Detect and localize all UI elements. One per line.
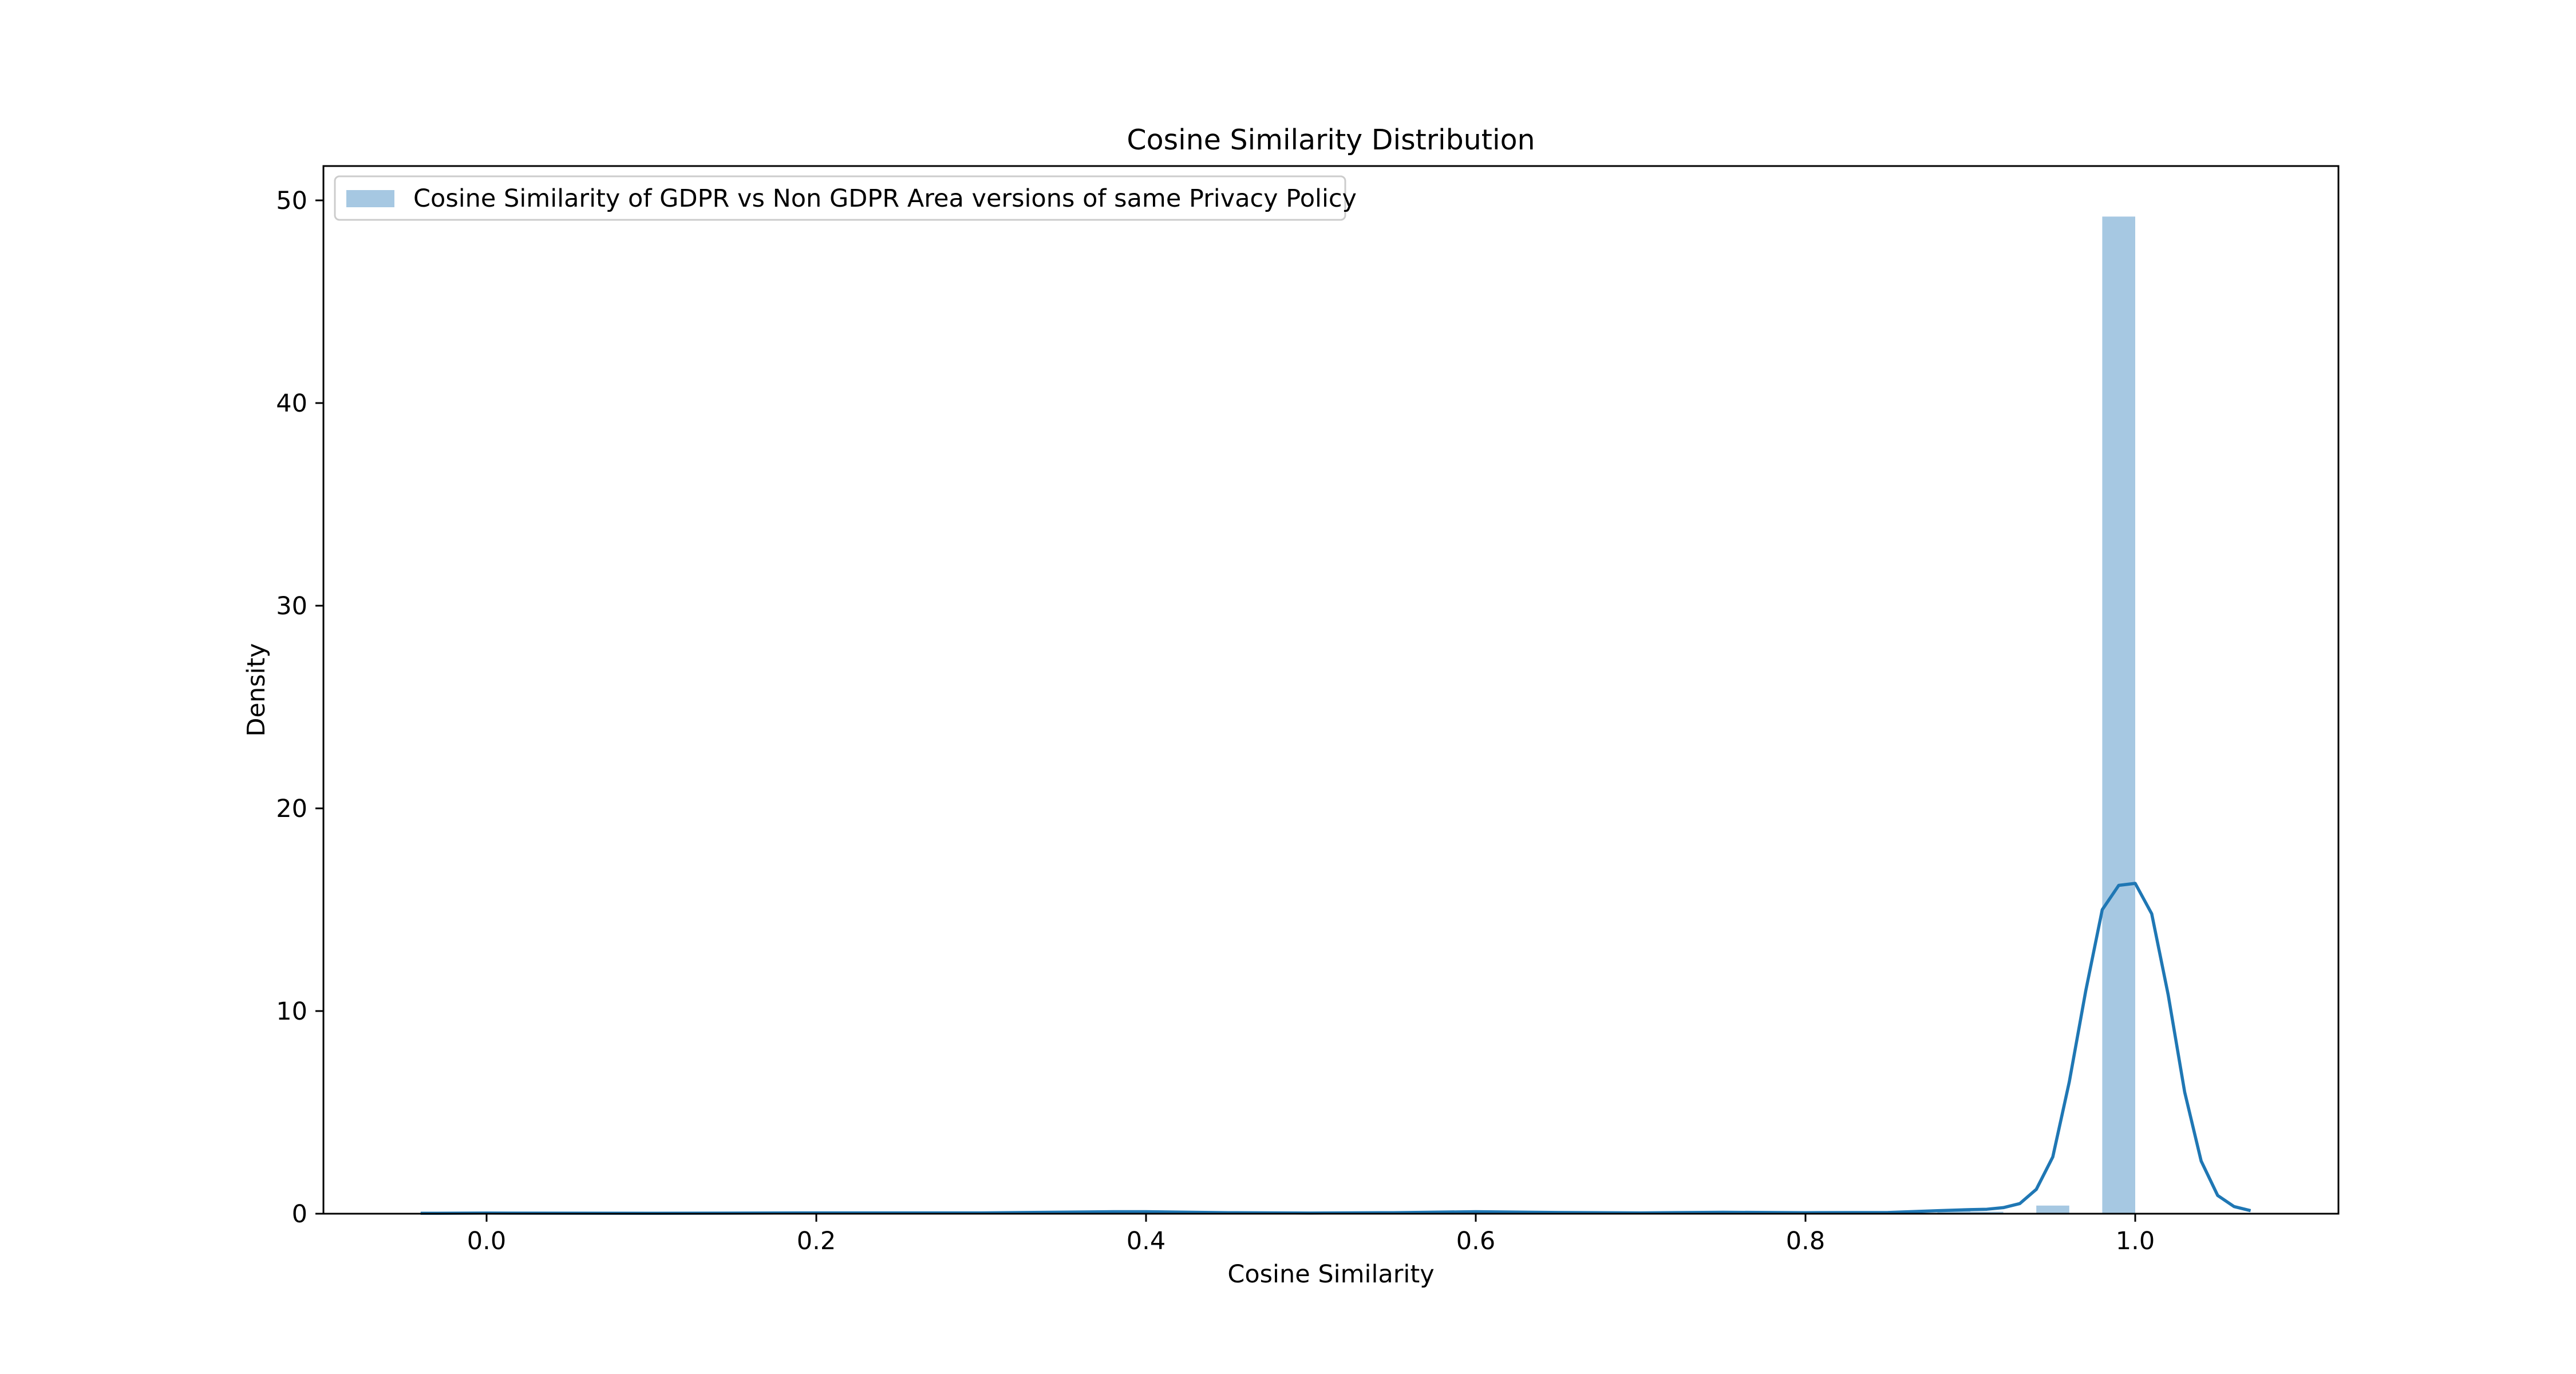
histogram-bar <box>2036 1205 2069 1214</box>
x-axis-label: Cosine Similarity <box>1227 1260 1434 1289</box>
histogram-bar <box>2102 216 2135 1214</box>
x-tick-label: 0.6 <box>1456 1227 1495 1255</box>
kde-line <box>420 882 2251 1215</box>
x-axis: 0.0 0.2 0.4 0.6 0.8 1.0 <box>467 1214 2155 1255</box>
y-axis: 0 10 20 30 40 50 <box>276 187 323 1229</box>
plot-frame <box>322 165 2340 1215</box>
x-tick-label: 0.0 <box>467 1227 506 1255</box>
y-axis-label: Density <box>242 643 271 736</box>
x-tick-label: 0.2 <box>797 1227 836 1255</box>
histogram-bar <box>1970 1211 2004 1214</box>
legend-label: Cosine Similarity of GDPR vs Non GDPR Ar… <box>413 184 1357 213</box>
y-tick-label: 20 <box>276 795 307 823</box>
y-tick-label: 50 <box>276 187 307 215</box>
legend-swatch <box>346 190 394 207</box>
x-tick-label: 1.0 <box>2116 1227 2155 1255</box>
legend: Cosine Similarity of GDPR vs Non GDPR Ar… <box>334 175 1357 221</box>
legend-frame <box>334 175 1346 221</box>
y-tick-label: 40 <box>276 389 307 418</box>
x-tick-label: 0.8 <box>1786 1227 1825 1255</box>
chart-title: Cosine Similarity Distribution <box>1127 124 1535 156</box>
y-tick-label: 10 <box>276 997 307 1026</box>
histogram-bars <box>487 216 2135 1214</box>
y-tick-label: 0 <box>292 1200 307 1229</box>
x-tick-label: 0.4 <box>1127 1227 1165 1255</box>
y-tick-label: 30 <box>276 592 307 621</box>
